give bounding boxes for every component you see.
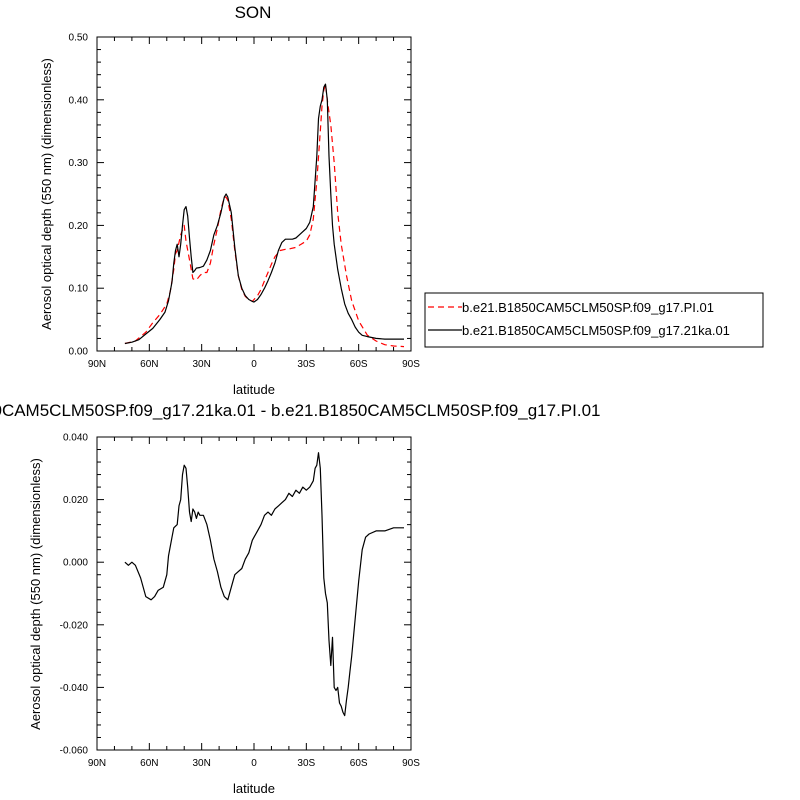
y-tick-label: 0.020: [63, 495, 88, 506]
x-tick-label: 90N: [88, 758, 106, 769]
x-tick-label: 0: [251, 359, 257, 370]
top-chart-ticks: [96, 36, 412, 352]
bottom-chart-tick-labels: 90N 60N 30N 0 30S 60S 90S -0.060 -0.040 -0.020 0.0…: [60, 433, 421, 770]
y-tick-label: -0.020: [60, 620, 89, 631]
x-tick-label: 0: [251, 758, 257, 769]
top-chart-tick-labels: 90N 60N 30N 0 30S 60S 90S 0.00 0.10 0.20 0.30 0.40 0…: [69, 33, 421, 371]
bottom-chart-frame: [96, 436, 412, 751]
x-tick-label: 60N: [140, 758, 158, 769]
bottom-chart-title: b.e21.B1850CAM5CLM50SP.f09_g17.21ka.01 -…: [0, 401, 600, 420]
top-chart-ylabel: Aerosol optical depth (550 nm) (dimensio…: [39, 58, 54, 330]
x-tick-label: 60S: [350, 758, 368, 769]
series-line-1: [124, 83, 404, 345]
y-tick-label: -0.060: [60, 746, 89, 757]
top-chart-title: SON: [235, 3, 272, 22]
bottom-chart-xlabel: latitude: [233, 781, 275, 796]
y-tick-label: 0.50: [69, 33, 89, 44]
x-tick-label: 90N: [88, 359, 106, 370]
bottom-chart-plot: [124, 452, 404, 717]
series-line-0: [124, 452, 404, 717]
y-tick-label: 0.20: [69, 221, 89, 232]
top-chart-plot: [124, 83, 405, 348]
y-tick-label: 0.000: [63, 558, 88, 569]
bottom-chart: b.e21.B1850CAM5CLM50SP.f09_g17.21ka.01 -…: [0, 401, 600, 796]
x-tick-label: 30S: [297, 359, 315, 370]
legend-series-0-label: b.e21.B1850CAM5CLM50SP.f09_g17.PI.01: [462, 300, 714, 315]
x-tick-label: 90S: [402, 758, 420, 769]
x-tick-label: 90S: [402, 359, 420, 370]
legend-box: [424, 292, 764, 348]
series-line-0: [124, 83, 405, 348]
y-tick-label: 0.040: [63, 433, 88, 444]
y-tick-label: 0.40: [69, 95, 89, 106]
top-chart-frame: [96, 36, 412, 352]
x-tick-label: 30S: [297, 758, 315, 769]
y-tick-label: 0.10: [69, 284, 89, 295]
x-tick-label: 30N: [192, 359, 210, 370]
y-tick-label: -0.040: [60, 683, 89, 694]
bottom-chart-ylabel: Aerosol optical depth (550 nm) (dimensio…: [28, 458, 43, 730]
top-chart: SON 90N 60N 30N 0 30S 60S 90S 0.00 0.10 0.20 0.30 0…: [39, 3, 420, 397]
y-tick-label: 0.00: [69, 347, 89, 358]
x-tick-label: 60N: [140, 359, 158, 370]
legend-series-1-label: b.e21.B1850CAM5CLM50SP.f09_g17.21ka.01: [462, 323, 730, 338]
x-tick-label: 30N: [192, 758, 210, 769]
x-tick-label: 60S: [350, 359, 368, 370]
top-chart-xlabel: latitude: [233, 382, 275, 397]
y-tick-label: 0.30: [69, 158, 89, 169]
legend: b.e21.B1850CAM5CLM50SP.f09_g17.PI.01 b.e…: [424, 292, 764, 348]
bottom-chart-ticks: [96, 436, 412, 751]
